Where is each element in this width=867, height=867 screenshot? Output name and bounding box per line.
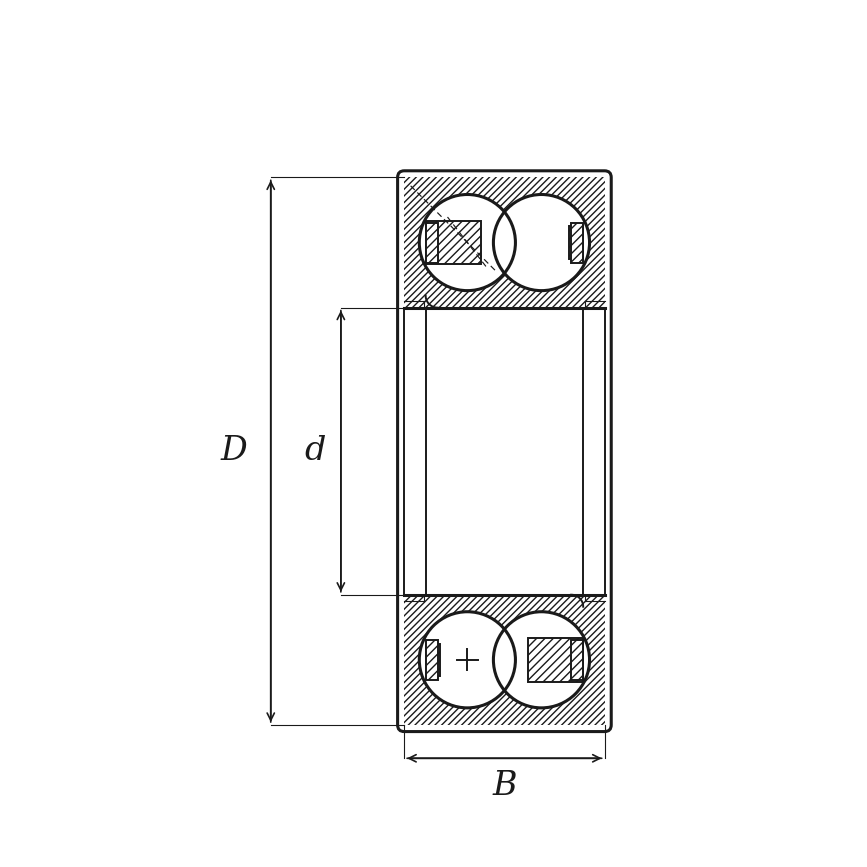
Bar bbox=[426, 640, 438, 680]
Circle shape bbox=[420, 194, 516, 290]
Bar bbox=[528, 638, 583, 681]
Circle shape bbox=[493, 612, 590, 707]
Text: d: d bbox=[305, 435, 326, 467]
Circle shape bbox=[420, 612, 516, 707]
Bar bbox=[571, 223, 583, 263]
Circle shape bbox=[493, 194, 590, 290]
Bar bbox=[427, 643, 440, 676]
Bar bbox=[404, 178, 604, 308]
Bar bbox=[426, 223, 438, 263]
Bar bbox=[404, 595, 604, 725]
Bar bbox=[427, 221, 481, 264]
Bar bbox=[571, 640, 583, 680]
Bar bbox=[569, 226, 583, 259]
Text: B: B bbox=[492, 770, 517, 802]
Bar bbox=[404, 308, 604, 595]
Text: D: D bbox=[221, 435, 247, 467]
